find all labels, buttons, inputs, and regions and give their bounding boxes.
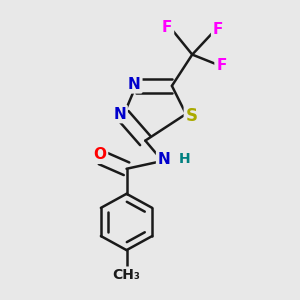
Text: S: S [186, 106, 198, 124]
Text: N: N [113, 106, 126, 122]
Text: O: O [93, 147, 106, 162]
Text: F: F [162, 20, 172, 35]
Text: F: F [216, 58, 226, 73]
Text: CH₃: CH₃ [112, 268, 140, 282]
Text: N: N [158, 152, 170, 167]
Text: H: H [178, 152, 190, 167]
Text: N: N [128, 77, 141, 92]
Text: F: F [213, 22, 223, 37]
